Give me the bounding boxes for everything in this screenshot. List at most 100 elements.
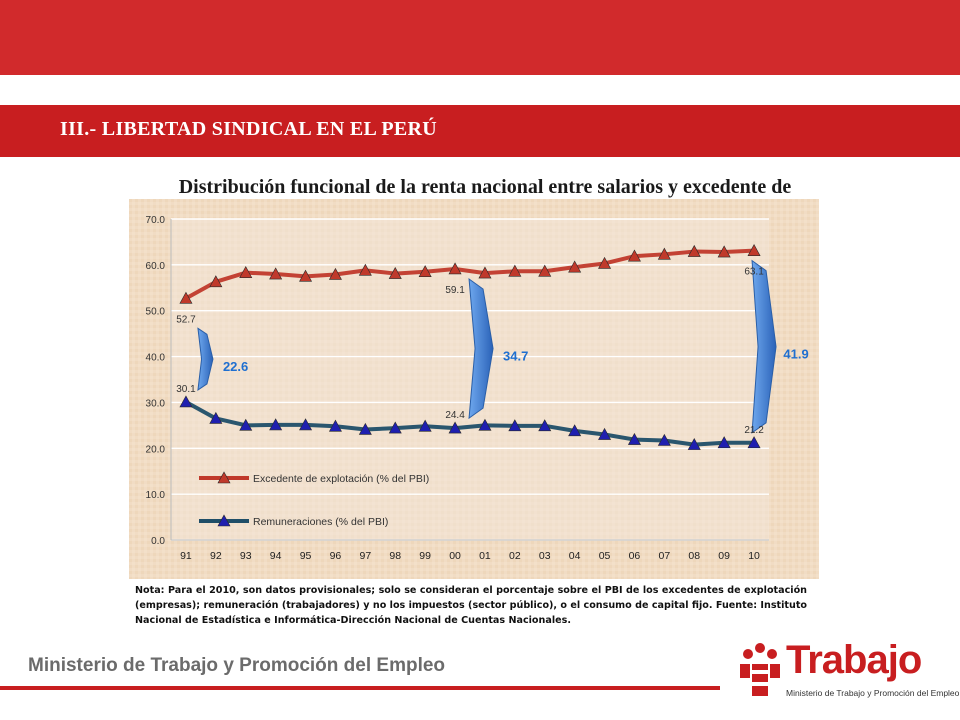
gap-arrow <box>751 259 777 434</box>
series-points <box>179 244 761 450</box>
data-label: 59.1 <box>445 285 465 296</box>
data-point <box>209 411 223 424</box>
data-label: 21.2 <box>744 425 764 436</box>
x-tick-label: 97 <box>360 550 372 562</box>
data-point <box>269 267 283 280</box>
data-point <box>418 265 432 278</box>
y-tick-label: 50.0 <box>146 307 166 318</box>
x-tick-label: 99 <box>419 550 431 562</box>
data-point <box>508 419 522 432</box>
x-tick-label: 92 <box>210 550 222 562</box>
x-tick-label: 04 <box>569 550 581 562</box>
chart-note: Nota: Para el 2010, son datos provisiona… <box>135 585 807 626</box>
series-line-1 <box>184 248 755 301</box>
gap-arrow <box>468 277 494 420</box>
data-point <box>657 433 671 446</box>
data-point <box>418 419 432 432</box>
y-tick-label: 10.0 <box>146 490 166 501</box>
x-tick-label: 05 <box>599 550 611 562</box>
logo-word: Trabajo <box>786 638 922 682</box>
data-point <box>358 263 372 276</box>
y-tick-label: 0.0 <box>151 536 165 547</box>
gap-label: 34.7 <box>503 349 528 364</box>
data-point <box>448 262 462 275</box>
chart-title: Distribución funcional de la renta nacio… <box>178 176 792 198</box>
x-tick-label: 07 <box>659 550 671 562</box>
legend-label: Remuneraciones (% del PBI) <box>253 516 388 528</box>
x-tick-label: 96 <box>330 550 342 562</box>
chart-legend: Excedente de explotación (% del PBI) Remu… <box>199 471 429 528</box>
data-point <box>598 427 612 440</box>
data-point <box>687 244 701 257</box>
point-labels: 52.7 59.1 63.1 30.1 24.4 21.2 <box>176 267 764 436</box>
x-tick-label: 10 <box>748 550 760 562</box>
trabajo-logo: Trabajo Ministerio de Trabajo y Promoció… <box>738 636 959 706</box>
y-tick-label: 60.0 <box>146 261 166 272</box>
x-tick-label: 94 <box>270 550 282 562</box>
x-tick-label: 93 <box>240 550 252 562</box>
section-title: III.- LIBERTAD SINDICAL EN EL PERÚ <box>60 118 437 140</box>
data-point <box>269 418 283 431</box>
top-red-band <box>0 0 960 75</box>
data-point <box>568 424 582 437</box>
y-tick-label: 30.0 <box>146 398 166 409</box>
x-tick-label: 00 <box>449 550 461 562</box>
x-axis-ticks: 91 92 93 94 95 96 97 98 99 00 01 02 03 04 05 06 07 08 09 10 <box>180 550 760 562</box>
data-point <box>299 418 313 431</box>
data-point <box>388 421 402 434</box>
data-point <box>538 419 552 432</box>
y-tick-label: 20.0 <box>146 444 166 455</box>
gap-label: 22.6 <box>223 359 248 374</box>
gap-arrow <box>197 327 214 391</box>
gap-label: 41.9 <box>783 347 808 362</box>
gap-arrows <box>197 259 777 434</box>
data-point <box>598 256 612 269</box>
data-label: 24.4 <box>445 410 465 421</box>
data-point <box>747 244 761 256</box>
series-lines <box>184 248 755 447</box>
x-tick-label: 02 <box>509 550 521 562</box>
data-point <box>657 247 671 260</box>
data-point <box>328 267 342 280</box>
data-point <box>568 260 582 273</box>
data-label: 63.1 <box>744 267 764 278</box>
data-label: 30.1 <box>176 384 196 395</box>
data-point <box>627 249 641 262</box>
gridlines <box>170 218 769 541</box>
footer-ministry-name: Ministerio de Trabajo y Promoción del Em… <box>28 655 446 676</box>
data-point <box>328 419 342 432</box>
gap-annotations: 22.6 34.7 41.9 <box>223 347 809 374</box>
data-point <box>508 264 522 277</box>
x-tick-label: 03 <box>539 550 551 562</box>
data-point <box>687 437 701 450</box>
logo-subtitle: Ministerio de Trabajo y Promoción del Em… <box>786 688 960 698</box>
data-point <box>239 266 253 278</box>
x-tick-label: 01 <box>479 550 491 562</box>
legend-marker <box>217 471 231 484</box>
plot-area <box>171 219 769 540</box>
series-line-2 <box>184 400 755 447</box>
legend-label: Excedente de explotación (% del PBI) <box>253 473 429 485</box>
line-chart: 0.0 10.0 20.0 30.0 40.0 50.0 60.0 70.0 91 92 93 94… <box>129 199 819 579</box>
data-point <box>717 436 731 449</box>
footer-divider <box>0 686 720 690</box>
data-point <box>538 264 552 277</box>
data-point <box>209 275 223 288</box>
data-point <box>358 422 372 435</box>
x-tick-label: 08 <box>688 550 700 562</box>
legend-marker <box>217 514 231 527</box>
data-point <box>239 418 253 431</box>
data-point <box>179 395 193 408</box>
x-tick-label: 98 <box>389 550 401 562</box>
x-tick-label: 09 <box>718 550 730 562</box>
y-tick-label: 40.0 <box>146 353 166 364</box>
data-point <box>747 436 761 449</box>
data-point <box>299 269 313 282</box>
data-point <box>179 291 193 304</box>
data-point <box>627 432 641 445</box>
data-point <box>717 245 731 258</box>
data-point <box>478 418 492 431</box>
data-label: 52.7 <box>176 314 196 325</box>
data-point <box>478 266 492 279</box>
y-axis-ticks: 0.0 10.0 20.0 30.0 40.0 50.0 60.0 70.0 <box>146 215 166 547</box>
